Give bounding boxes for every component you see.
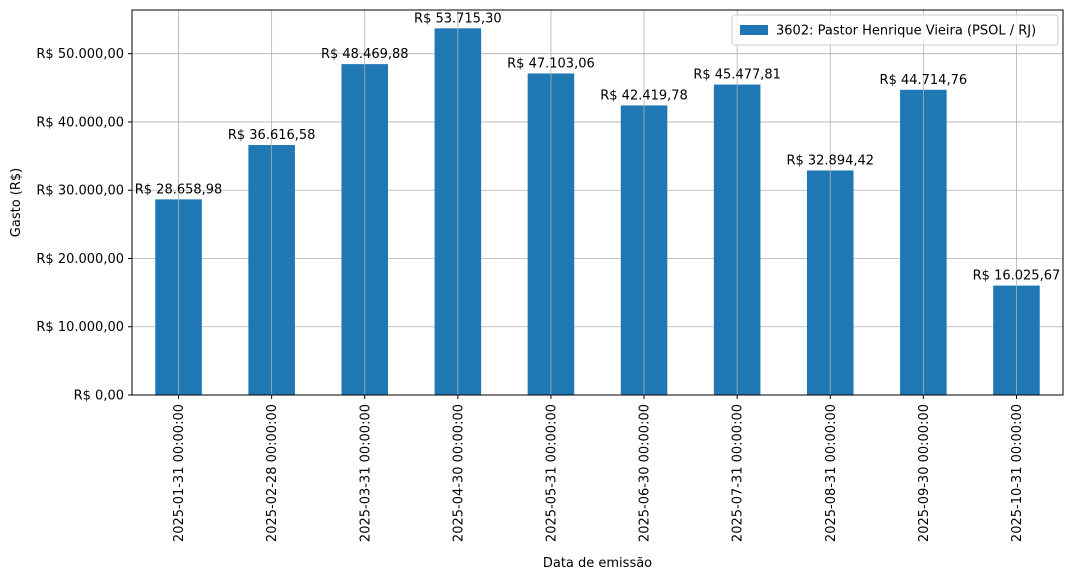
x-tick-label: 2025-06-30 00:00:00: [638, 404, 653, 542]
legend: 3602: Pastor Henrique Vieira (PSOL / RJ): [731, 14, 1059, 46]
y-tick-label: R$ 50.000,00: [36, 47, 124, 62]
x-tick-label: 2025-03-31 00:00:00: [358, 404, 373, 542]
y-tick-label: R$ 20.000,00: [36, 252, 124, 267]
x-tick-label: 2025-08-31 00:00:00: [824, 404, 839, 542]
legend-swatch: [740, 25, 768, 35]
bar-value-label: R$ 53.715,30: [414, 11, 502, 26]
x-tick-label: 2025-07-31 00:00:00: [731, 404, 746, 542]
y-axis-ticks: R$ 0,00 R$ 10.000,00 R$ 20.000,00 R$ 30.000…: [36, 47, 132, 404]
plot-area-frame: [131, 9, 1064, 396]
x-tick-label: 2025-09-30 00:00:00: [917, 404, 932, 542]
bar-value-label: R$ 28.658,98: [135, 182, 223, 197]
y-tick-label: R$ 30.000,00: [36, 184, 124, 199]
bar-value-label: R$ 44.714,76: [880, 73, 968, 88]
vertical-grid-layer: [178, 10, 1017, 395]
bar-value-label: R$ 42.419,78: [600, 88, 688, 103]
y-tick-label: R$ 10.000,00: [36, 320, 124, 335]
x-tick-label: 2025-05-31 00:00:00: [544, 404, 559, 542]
y-tick-label: R$ 40.000,00: [36, 115, 124, 130]
y-axis-label: Gasto (R$): [9, 168, 24, 237]
bar-value-label: R$ 47.103,06: [507, 56, 595, 71]
bar-value-label: R$ 45.477,81: [693, 68, 781, 83]
bar-value-label: R$ 32.894,42: [786, 153, 874, 168]
legend-entry-label: 3602: Pastor Henrique Vieira (PSOL / RJ): [776, 24, 1036, 39]
bar-value-label: R$ 16.025,67: [973, 269, 1061, 284]
data-labels-layer: R$ 28.658,98 R$ 36.616,58 R$ 48.469,88 R$ 5…: [135, 11, 1061, 283]
x-axis-label: Data de emissão: [543, 556, 652, 571]
bar-value-label: R$ 36.616,58: [228, 128, 316, 143]
y-tick-label: R$ 0,00: [74, 389, 124, 404]
x-tick-label: 2025-04-30 00:00:00: [451, 404, 466, 542]
x-tick-label: 2025-10-31 00:00:00: [1010, 404, 1025, 542]
legend-box: [731, 14, 1059, 46]
x-tick-label: 2025-02-28 00:00:00: [265, 404, 280, 542]
bar-value-label: R$ 48.469,88: [321, 47, 409, 62]
x-axis-ticks: 2025-01-31 00:00:00 2025-02-28 00:00:00 20…: [172, 395, 1025, 542]
x-tick-label: 2025-01-31 00:00:00: [172, 404, 187, 542]
